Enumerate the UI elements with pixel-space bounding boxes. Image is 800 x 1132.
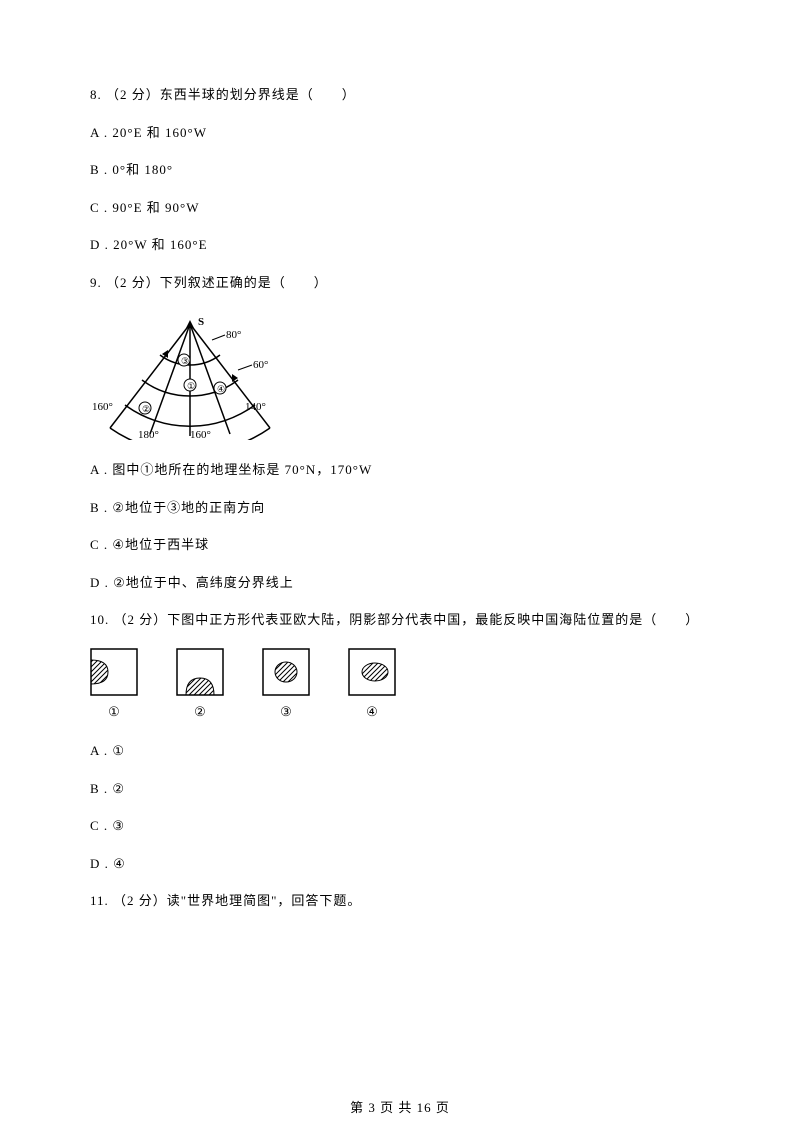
q10-figure-row: ① ② ③ <box>90 648 710 722</box>
svg-text:180°: 180° <box>138 429 159 440</box>
q11-stem: 11. （2 分）读"世界地理简图"，回答下题。 <box>90 891 710 911</box>
q8-stem: 8. （2 分）东西半球的划分界线是（ ） <box>90 85 710 105</box>
q10-option-a: A . ① <box>90 741 710 761</box>
q8-option-b: B . 0°和 180° <box>90 160 710 180</box>
q10-box-3: ③ <box>262 648 310 722</box>
svg-text:③: ③ <box>181 356 189 366</box>
q10-box-1-label: ① <box>90 702 138 722</box>
svg-text:160°: 160° <box>190 429 211 440</box>
q10-box-2: ② <box>176 648 224 722</box>
q10-box-3-label: ③ <box>262 702 310 722</box>
s-label: S <box>198 316 204 328</box>
q10-option-b: B . ② <box>90 779 710 799</box>
q10-stem: 10. （2 分）下图中正方形代表亚欧大陆，阴影部分代表中国，最能反映中国海陆位… <box>90 610 710 630</box>
q10-box-4: ④ <box>348 648 396 722</box>
q8-option-d: D . 20°W 和 160°E <box>90 235 710 255</box>
svg-text:80°: 80° <box>226 329 241 341</box>
q9-stem: 9. （2 分）下列叙述正确的是（ ） <box>90 273 710 293</box>
q10-option-c: C . ③ <box>90 816 710 836</box>
svg-text:②: ② <box>142 404 150 414</box>
q8-option-c: C . 90°E 和 90°W <box>90 198 710 218</box>
q10-box-4-label: ④ <box>348 702 396 722</box>
q9-option-d: D . ②地位于中、高纬度分界线上 <box>90 573 710 593</box>
svg-text:④: ④ <box>217 384 225 394</box>
q9-option-c: C . ④地位于西半球 <box>90 535 710 555</box>
q10-option-d: D . ④ <box>90 854 710 874</box>
q9-option-b: B . ②地位于③地的正南方向 <box>90 498 710 518</box>
q10-box-1: ① <box>90 648 138 722</box>
q9-diagram: S 80° 60° 160° 180° 160° 140° ① ② ③ ④ <box>90 310 710 440</box>
svg-text:140°: 140° <box>245 401 266 413</box>
q8-option-a: A . 20°E 和 160°W <box>90 123 710 143</box>
q9-option-a: A . 图中①地所在的地理坐标是 70°N，170°W <box>90 460 710 480</box>
svg-text:①: ① <box>187 381 195 391</box>
svg-text:160°: 160° <box>92 401 113 413</box>
page-footer: 第 3 页 共 16 页 <box>0 1098 800 1118</box>
q10-box-2-label: ② <box>176 702 224 722</box>
svg-text:60°: 60° <box>253 359 268 371</box>
